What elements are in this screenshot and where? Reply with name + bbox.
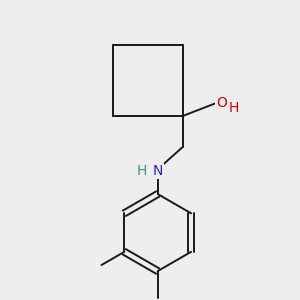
- Text: H: H: [137, 164, 148, 178]
- Text: N: N: [152, 164, 163, 178]
- Text: O: O: [216, 96, 227, 110]
- Text: H: H: [229, 101, 239, 115]
